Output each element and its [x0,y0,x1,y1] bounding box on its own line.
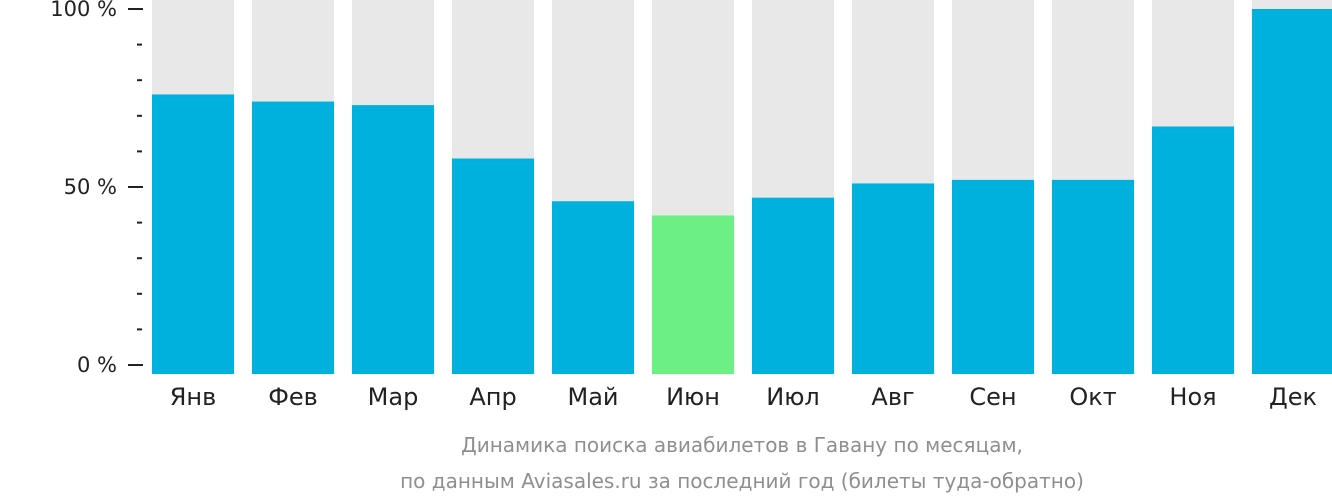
x-tick-label-month-11: Ноя [1169,383,1216,411]
bar-month-3 [352,105,434,375]
y-tick-label: 100 % [50,0,117,21]
bar-month-12 [1252,9,1332,374]
x-tick-label-month-1: Янв [170,383,217,411]
x-tick-label-month-12: Дек [1269,383,1317,411]
bar-month-8 [852,183,934,374]
bar-month-9 [952,179,1034,374]
y-tick-label: 50 % [64,175,117,199]
x-axis: Янв Фев Мар Апр Май Июн Июл Авг Сен Окт Ноя Дек [170,383,1317,411]
x-tick-label-month-5: Май [567,383,618,411]
bar-month-4 [452,158,534,374]
bar-month-6 [652,215,734,374]
bar-month-7 [752,197,834,374]
x-tick-label-month-7: Июл [766,383,820,411]
x-tick-label-month-9: Сен [969,383,1016,411]
bar-month-10 [1052,179,1134,374]
x-tick-label-month-3: Мар [368,383,419,411]
bar-month-5 [552,201,634,374]
x-tick-label-month-2: Фев [268,383,318,411]
bar-month-11 [1152,126,1234,374]
y-axis: 100 % 50 % 0 % [50,0,143,377]
chart-caption-line-2: по данным Aviasales.ru за последний год … [400,469,1084,493]
bar-month-2 [252,101,334,374]
chart-caption-line-1: Динамика поиска авиабилетов в Гавану по … [461,433,1023,457]
x-tick-label-month-6: Июн [666,383,720,411]
x-tick-label-month-8: Авг [871,383,914,411]
data-bars [152,9,1332,375]
x-tick-label-month-10: Окт [1069,383,1116,411]
y-tick-label: 0 % [77,353,117,377]
bar-month-1 [152,94,234,374]
x-tick-label-month-4: Апр [469,383,516,411]
